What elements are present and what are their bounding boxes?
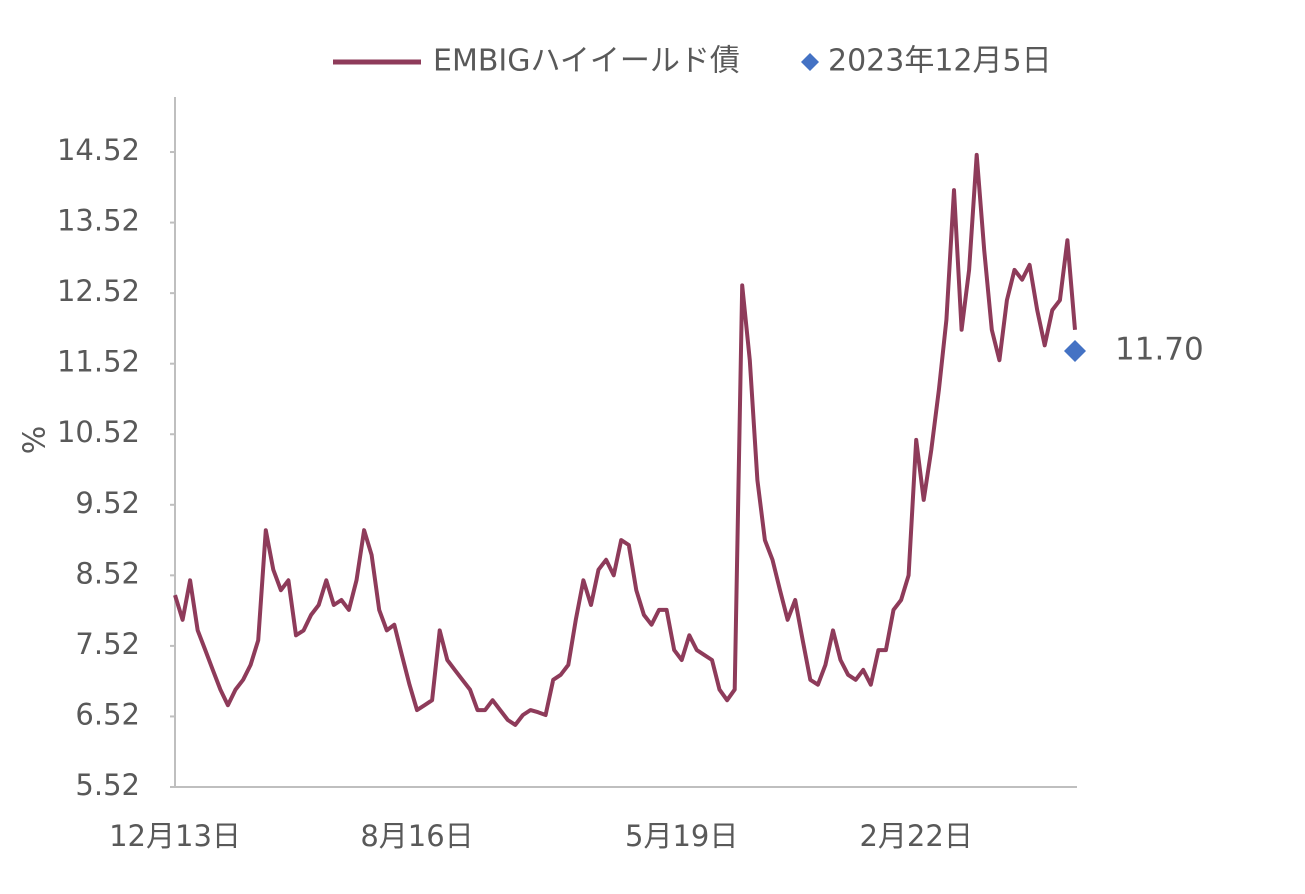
- y-tick-label: 13.52: [57, 204, 140, 238]
- y-tick-label: 5.52: [75, 768, 140, 802]
- x-tick-label: 8月16日: [360, 819, 473, 853]
- legend-label: EMBIGハイイールド債: [433, 44, 740, 79]
- legend-label: 2023年12月5日: [828, 44, 1052, 79]
- y-tick-label: 12.52: [57, 274, 140, 308]
- y-tick-label: 6.52: [75, 697, 140, 731]
- y-tick-label: 9.52: [75, 486, 140, 520]
- marker: [1064, 339, 1086, 362]
- data-label: 11.70: [1115, 331, 1204, 367]
- y-axis-label: %: [18, 426, 53, 455]
- line: [173, 152, 1077, 727]
- legend-marker: [801, 53, 819, 71]
- y-tick-label: 11.52: [57, 345, 140, 379]
- y-tick-label: 8.52: [75, 556, 140, 590]
- x-tick-label: 2月22日: [859, 819, 972, 853]
- y-tick-label: 10.52: [57, 415, 140, 449]
- x-tick-label: 5月19日: [625, 819, 738, 853]
- x-tick-label: 12月13日: [109, 819, 241, 853]
- y-tick-label: 14.52: [57, 133, 140, 167]
- y-tick-label: 7.52: [75, 627, 140, 661]
